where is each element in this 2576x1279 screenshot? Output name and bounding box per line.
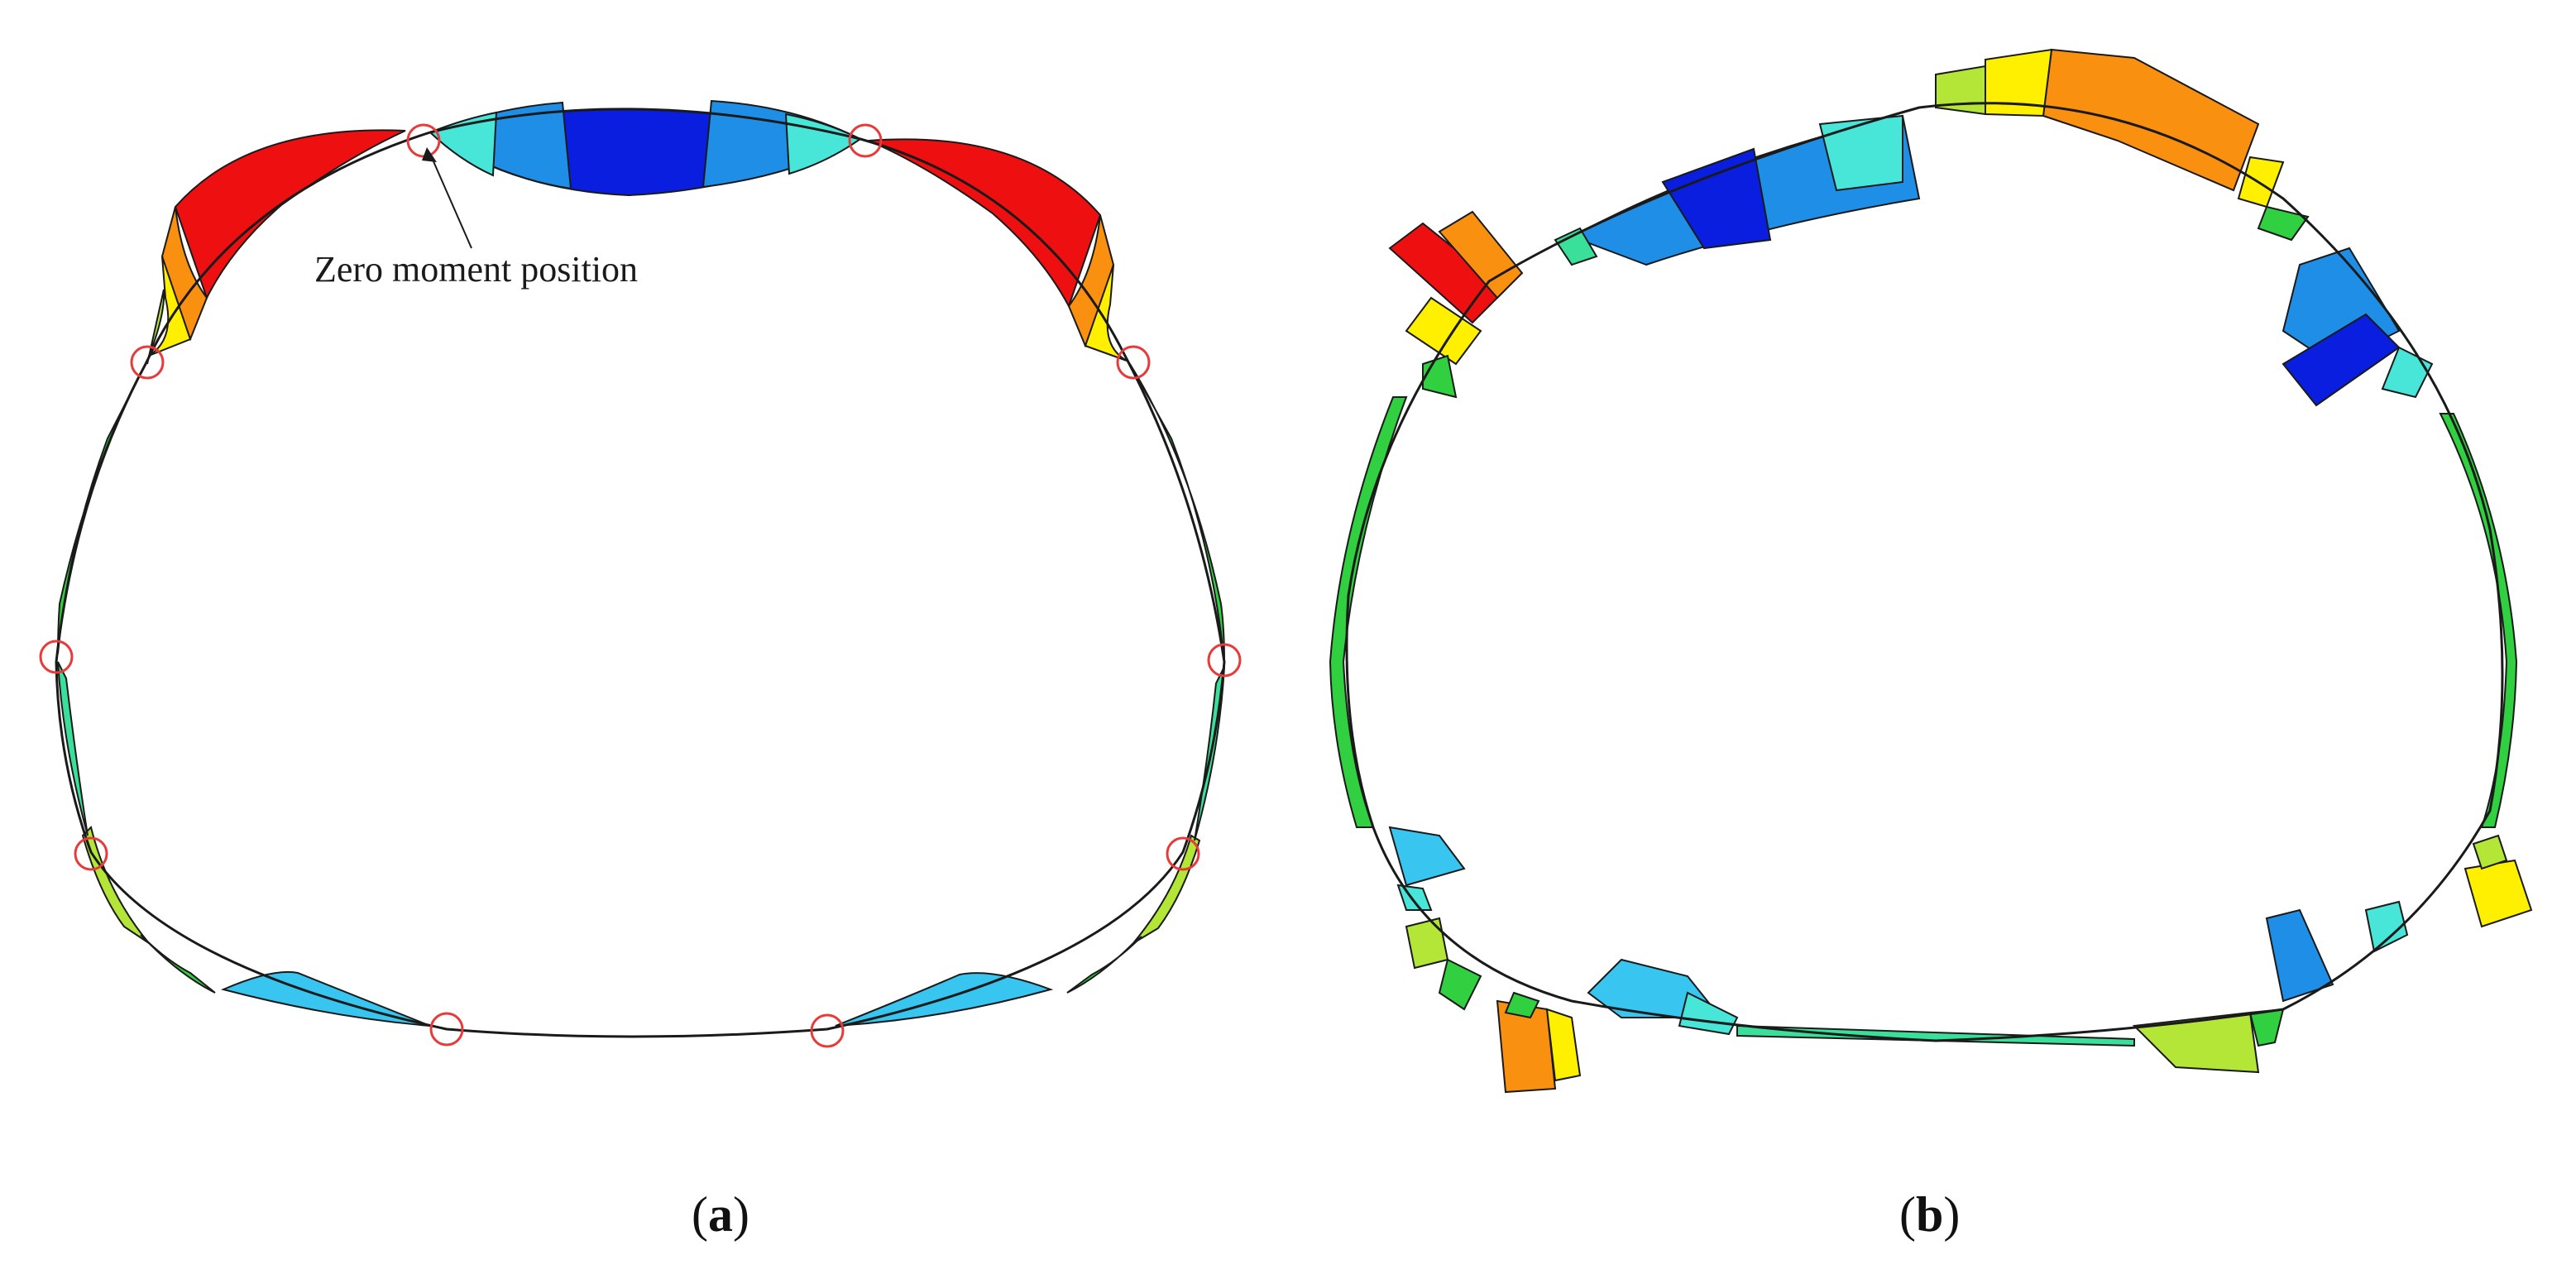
zero-moment-marker [1166, 836, 1200, 871]
left-side-lower-thin-band [57, 661, 89, 836]
annotation-arrowhead [422, 147, 437, 162]
top-center-green [1935, 65, 1986, 116]
left-side-thin-band [57, 363, 146, 654]
upper-cyan-blocks [1818, 114, 1903, 192]
zero-moment-marker [1116, 345, 1151, 380]
panel-a-moment-bands [57, 99, 1225, 1027]
zero-moment-annotation: Zero moment position [314, 249, 638, 290]
zero-moment-marker [74, 836, 108, 871]
lower-left-band-green [140, 934, 216, 994]
panel-a-tunnel-outline [55, 108, 1226, 1038]
zero-moment-marker [130, 345, 165, 380]
zero-moment-marker [1207, 643, 1242, 678]
right-lower-blue-blocks [2265, 908, 2334, 1003]
right-side-thin-blocks [2439, 413, 2518, 828]
upper-left-green-block [1422, 354, 1458, 399]
zero-moment-marker [39, 640, 74, 674]
panel-b-tunnel-outline [1345, 102, 2504, 1042]
caption-b: (b) [1899, 1187, 1960, 1242]
lower-left-yellowgreen [1405, 917, 1449, 970]
panel-b: (b) [1329, 48, 2533, 1242]
upper-left-band-tail [146, 289, 165, 365]
right-upper-cyan [2381, 346, 2434, 399]
zero-moment-marker [848, 123, 883, 158]
left-cyan-block [1388, 826, 1466, 887]
annotation-leader-line [429, 153, 472, 249]
right-lower-teal [2364, 900, 2409, 953]
right-yellowgreen-small [2472, 834, 2508, 870]
bottom-right-yellowgreen [2132, 1011, 2260, 1074]
zero-moment-marker [406, 123, 441, 158]
top-right-green-tail [2257, 205, 2310, 242]
upper-right-moment-band [868, 138, 1102, 309]
upper-darkblue-blocks [1661, 147, 1772, 250]
panel-b-moment-blocks [1329, 48, 2533, 1094]
lower-right-band-green [1066, 936, 1142, 994]
upper-left-moment-band [174, 129, 406, 300]
right-side-thin-band [1129, 363, 1225, 663]
caption-a: (a) [692, 1187, 749, 1242]
upper-right-band-yellow [1084, 264, 1128, 362]
right-side-lower-thin-band [1194, 666, 1225, 841]
top-right-orange-blocks [2042, 48, 2260, 192]
bottom-small-teeth [1736, 1024, 2135, 1047]
panel-a: Zero moment position (a) [39, 99, 1242, 1242]
lower-left-yellow [1545, 1008, 1582, 1082]
lower-left-green-small [1504, 991, 1540, 1019]
bottom-right-green [2248, 1008, 2285, 1047]
upper-teal-small [1554, 227, 1598, 266]
right-yellow-block [2463, 859, 2533, 928]
lower-left-green [1438, 958, 1482, 1011]
zero-moment-marker [810, 1013, 845, 1048]
bottom-teal-tail [1678, 991, 1739, 1036]
left-teal-small [1396, 884, 1433, 911]
top-right-yellow-tail [2237, 156, 2285, 208]
lower-left-moment-band [81, 826, 150, 944]
left-side-thin-blocks [1329, 396, 1408, 828]
zero-moment-marker [429, 1012, 464, 1047]
upper-left-orange-block [1438, 210, 1524, 299]
crown-moment-band-right-edge [784, 113, 862, 175]
